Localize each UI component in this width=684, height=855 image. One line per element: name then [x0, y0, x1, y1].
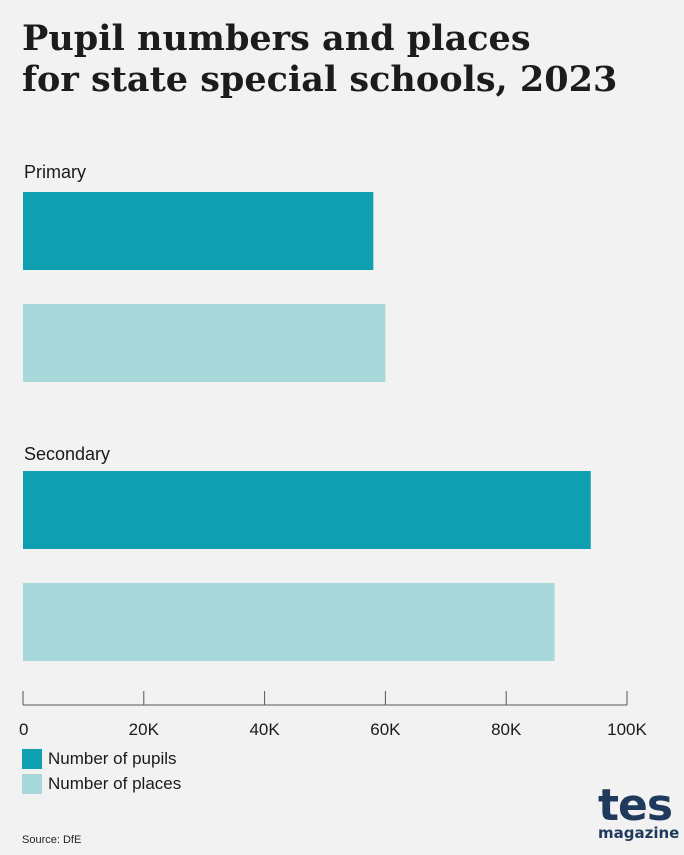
logo-sub-text: magazine — [598, 824, 680, 842]
source-note: Source: DfE — [22, 834, 82, 846]
legend: Number of pupils Number of places — [22, 746, 181, 796]
legend-label-places: Number of places — [48, 773, 182, 793]
x-tick-label-2: 40K — [249, 720, 280, 739]
legend-swatch-pupils — [22, 748, 42, 769]
legend-label-pupils: Number of pupils — [48, 748, 177, 768]
x-tick-label-0: 0 — [19, 720, 28, 739]
logo-main-text: tes — [598, 780, 673, 831]
category-label-secondary: Secondary — [24, 444, 110, 464]
title-line-2: for state special schools, 2023 — [22, 59, 618, 100]
tes-magazine-logo: tes magazine — [598, 780, 680, 842]
x-tick-label-1: 20K — [129, 720, 160, 739]
x-tick-label-4: 80K — [491, 720, 522, 739]
x-tick-label-5: 100K — [607, 720, 647, 739]
legend-item-places: Number of places — [22, 771, 181, 796]
category-label-primary: Primary — [24, 162, 86, 182]
legend-swatch-places — [22, 773, 42, 794]
bar-primary-places — [23, 304, 386, 382]
bar-secondary-pupils — [23, 471, 591, 549]
legend-item-pupils: Number of pupils — [22, 746, 181, 771]
bar-secondary-places — [23, 583, 555, 661]
bar-primary-pupils — [23, 192, 374, 270]
chart-title: Pupil numbers and places for state speci… — [22, 18, 617, 100]
title-line-1: Pupil numbers and places — [22, 18, 531, 59]
x-tick-label-3: 60K — [370, 720, 401, 739]
